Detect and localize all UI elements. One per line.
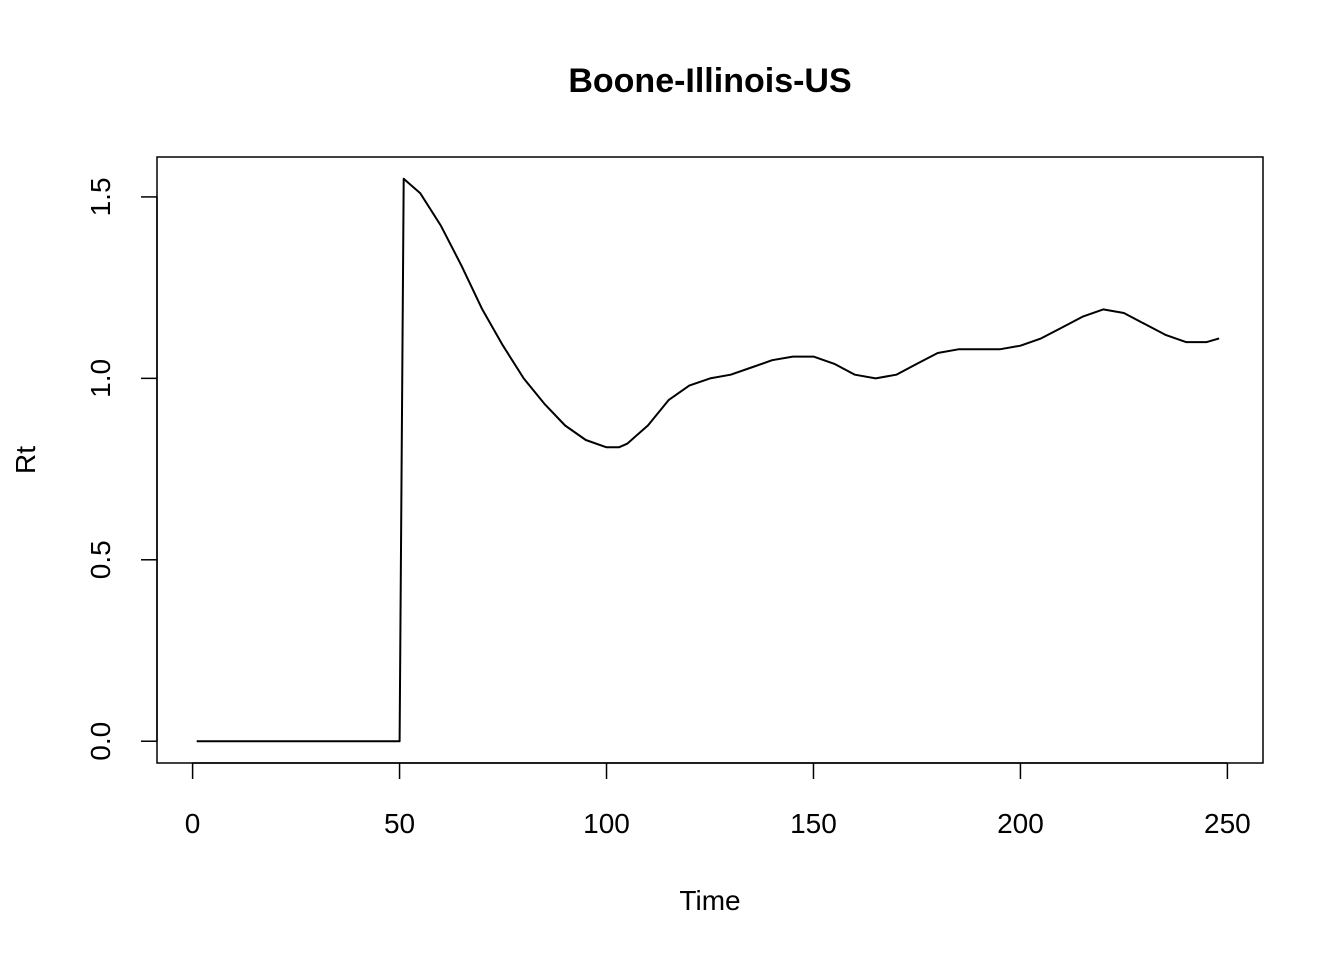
x-tick-label: 50 bbox=[384, 808, 415, 839]
x-tick-label: 200 bbox=[997, 808, 1044, 839]
x-tick-label: 150 bbox=[790, 808, 837, 839]
x-tick-label: 0 bbox=[185, 808, 201, 839]
y-axis: 0.0 0.5 1.0 1.5 bbox=[85, 177, 158, 761]
x-tick-label: 250 bbox=[1204, 808, 1251, 839]
plot-area-frame bbox=[156, 156, 1264, 764]
y-tick-label: 0.0 bbox=[85, 722, 116, 761]
series-line bbox=[196, 177, 1220, 743]
x-tick-label: 100 bbox=[583, 808, 630, 839]
y-tick-label: 1.0 bbox=[85, 359, 116, 398]
y-axis-label: Rt bbox=[10, 446, 41, 474]
y-tick-label: 0.5 bbox=[85, 540, 116, 579]
x-axis: 0 50 100 150 200 250 bbox=[185, 762, 1251, 839]
y-tick-label: 1.5 bbox=[85, 177, 116, 216]
series-layer bbox=[196, 177, 1220, 743]
chart-title: Boone-Illinois-US bbox=[568, 62, 851, 100]
x-axis-label: Time bbox=[679, 885, 740, 916]
